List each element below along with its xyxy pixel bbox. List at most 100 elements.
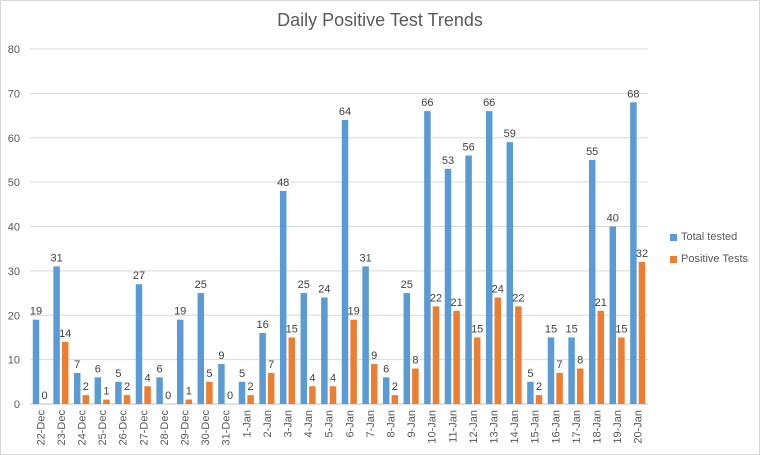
x-tick-label: 22-Dec	[35, 410, 47, 446]
data-label-total-tested: 59	[504, 128, 516, 140]
data-label-positive-tests: 2	[124, 381, 130, 393]
bar-positive-tests	[453, 310, 460, 404]
x-tick-label: 4-Jan	[303, 410, 315, 438]
bar-positive-tests	[473, 337, 481, 404]
x-tick-label: 24-Dec	[77, 410, 89, 446]
bar-total-tested	[527, 381, 534, 404]
bar-positive-tests	[432, 306, 440, 404]
data-label-positive-tests: 7	[557, 359, 563, 371]
bar-total-tested	[197, 293, 205, 404]
bar-total-tested	[588, 159, 596, 404]
bar-positive-tests	[391, 395, 399, 404]
y-tick-label: 30	[8, 266, 20, 278]
y-tick-label: 50	[8, 177, 20, 189]
data-label-positive-tests: 15	[286, 323, 298, 335]
bar-positive-tests	[597, 310, 605, 404]
x-tick-label: 5-Jan	[324, 410, 336, 438]
bar-total-tested	[94, 377, 102, 404]
x-tick-label: 3-Jan	[283, 410, 295, 438]
chart-title: Daily Positive Test Trends	[277, 10, 483, 30]
data-label-positive-tests: 32	[636, 248, 648, 260]
bar-total-tested	[506, 142, 514, 404]
bar-total-tested	[238, 381, 246, 404]
bar-positive-tests	[288, 337, 296, 404]
bar-positive-tests	[123, 395, 131, 404]
bar-positive-tests	[247, 395, 254, 404]
legend-item-positive-tests: Positive Tests	[670, 248, 748, 270]
data-label-positive-tests: 2	[83, 381, 89, 393]
bar-total-tested	[156, 377, 163, 404]
legend-label-total-tested: Total tested	[681, 231, 738, 243]
bar-total-tested	[32, 319, 40, 404]
data-label-positive-tests: 15	[471, 323, 483, 335]
x-tick-label: 7-Jan	[365, 410, 377, 438]
bar-positive-tests	[267, 372, 275, 404]
bar-total-tested	[465, 155, 472, 404]
data-label-positive-tests: 19	[347, 306, 359, 318]
data-label-positive-tests: 24	[492, 284, 504, 296]
bar-total-tested	[485, 111, 493, 404]
data-label-positive-tests: 2	[536, 381, 542, 393]
y-tick-label: 80	[8, 44, 20, 56]
data-label-positive-tests: 1	[186, 386, 192, 398]
legend-item-total-tested: Total tested	[670, 226, 748, 248]
bar-positive-tests	[494, 297, 502, 404]
bar-positive-tests	[329, 386, 337, 404]
data-label-total-tested: 19	[174, 306, 186, 318]
data-label-total-tested: 66	[421, 97, 433, 109]
bar-positive-tests	[556, 372, 563, 404]
y-tick-label: 40	[8, 222, 20, 234]
bar-positive-tests	[535, 395, 543, 404]
x-tick-label: 1-Jan	[241, 410, 253, 438]
data-label-total-tested: 64	[339, 106, 351, 118]
data-label-positive-tests: 7	[268, 359, 274, 371]
data-label-positive-tests: 21	[595, 297, 607, 309]
data-label-positive-tests: 1	[103, 386, 109, 398]
bar-positive-tests	[103, 399, 110, 404]
data-label-total-tested: 15	[545, 323, 557, 335]
bar-total-tested	[341, 120, 349, 404]
y-tick-label: 20	[8, 310, 20, 322]
data-label-positive-tests: 9	[371, 350, 377, 362]
legend-swatch-positive-tests	[670, 255, 677, 263]
bar-total-tested	[382, 377, 390, 404]
data-label-total-tested: 24	[318, 284, 330, 296]
x-tick-label: 19-Jan	[612, 410, 624, 444]
bar-total-tested	[609, 226, 617, 404]
x-tick-label: 31-Dec	[221, 410, 233, 446]
x-tick-label: 6-Jan	[344, 410, 356, 438]
data-label-total-tested: 5	[239, 368, 245, 380]
data-label-positive-tests: 4	[330, 372, 336, 384]
data-label-total-tested: 5	[115, 368, 121, 380]
y-tick-label: 70	[8, 88, 20, 100]
x-tick-label: 30-Dec	[200, 410, 212, 446]
bar-total-tested	[135, 284, 143, 404]
bar-total-tested	[279, 191, 287, 404]
x-tick-label: 10-Jan	[427, 410, 439, 444]
data-label-positive-tests: 22	[430, 292, 442, 304]
bar-total-tested	[218, 364, 225, 404]
data-label-total-tested: 48	[277, 177, 289, 189]
data-label-total-tested: 56	[462, 142, 474, 154]
bar-total-tested	[568, 337, 575, 404]
x-tick-label: 20-Jan	[633, 410, 645, 444]
bar-positive-tests	[515, 306, 522, 404]
data-label-positive-tests: 8	[412, 355, 418, 367]
bar-positive-tests	[370, 364, 378, 404]
x-tick-label: 18-Jan	[592, 410, 604, 444]
data-label-total-tested: 15	[565, 323, 577, 335]
data-label-total-tested: 25	[195, 279, 207, 291]
bar-positive-tests	[206, 381, 213, 404]
legend-swatch-total-tested	[670, 233, 677, 241]
x-tick-label: 15-Jan	[530, 410, 542, 444]
data-label-total-tested: 16	[256, 319, 268, 331]
data-label-total-tested: 25	[298, 279, 310, 291]
y-tick-label: 60	[8, 133, 20, 145]
bar-positive-tests	[638, 262, 646, 404]
data-label-positive-tests: 8	[577, 355, 583, 367]
data-label-total-tested: 53	[442, 155, 454, 167]
data-label-total-tested: 6	[383, 363, 389, 375]
x-tick-label: 25-Dec	[97, 410, 109, 446]
bar-total-tested	[424, 111, 431, 404]
bar-positive-tests	[185, 399, 193, 404]
